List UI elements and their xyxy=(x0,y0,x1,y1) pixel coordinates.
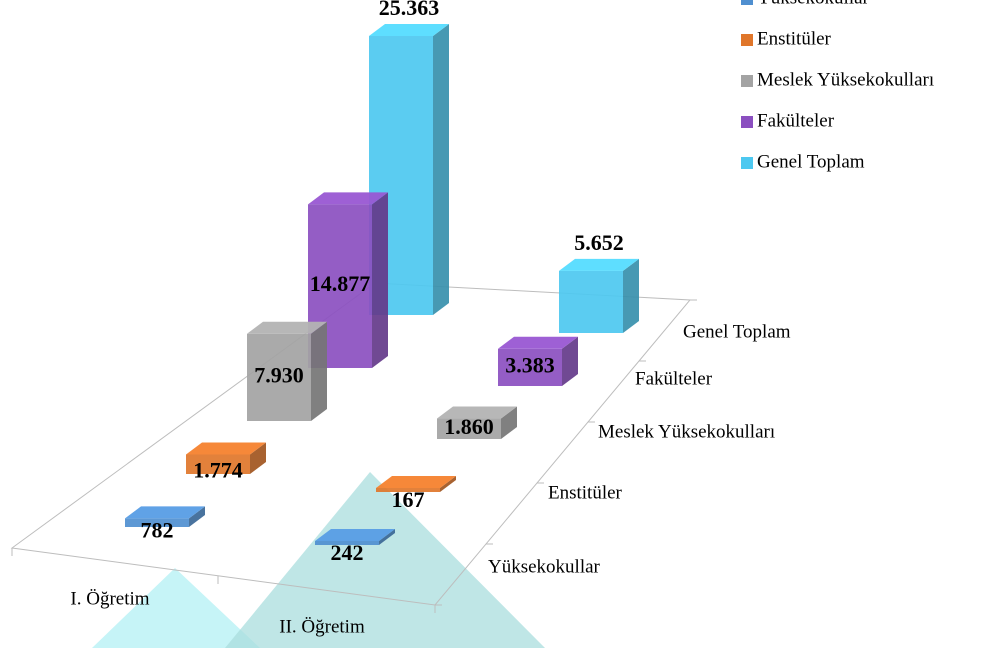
value-label: 167 xyxy=(392,487,425,512)
legend-swatch xyxy=(741,116,753,128)
bar-side xyxy=(379,529,395,545)
bar xyxy=(498,348,562,386)
bar-side xyxy=(440,476,456,492)
bar-top xyxy=(247,321,327,334)
legend-label: Fakülteler xyxy=(757,110,835,131)
legend-label: Genel Toplam xyxy=(757,151,865,172)
bar-top xyxy=(437,406,517,419)
bar xyxy=(315,541,379,545)
z-tick-label: Genel Toplam xyxy=(683,321,791,342)
bar-top xyxy=(308,192,388,205)
bar-side xyxy=(501,406,517,439)
value-label: 14.877 xyxy=(310,271,371,296)
x-tick-label: II. Öğretim xyxy=(279,616,365,637)
bar-side xyxy=(189,506,205,527)
value-label: 782 xyxy=(141,517,174,542)
z-tick-label: Yüksekokullar xyxy=(488,556,601,577)
bar-side xyxy=(562,336,578,386)
bar-top xyxy=(498,336,578,349)
bar xyxy=(186,454,250,474)
bar-top xyxy=(186,442,266,455)
legend-swatch xyxy=(741,34,753,46)
legend-label: Yüksekokullar xyxy=(757,0,870,8)
bar-side xyxy=(623,258,639,333)
legend-label: Meslek Yüksekokulları xyxy=(757,69,934,90)
decor-triangle xyxy=(225,472,545,648)
z-tick-label: Fakülteler xyxy=(635,368,713,389)
bar-side xyxy=(372,192,388,368)
value-label: 1.860 xyxy=(444,414,494,439)
value-label: 1.774 xyxy=(193,457,243,482)
value-label: 25.363 xyxy=(379,0,440,20)
bar-top xyxy=(125,506,205,519)
bar xyxy=(437,418,501,439)
bar xyxy=(125,518,189,527)
value-label: 242 xyxy=(331,540,364,565)
value-label: 7.930 xyxy=(254,362,304,387)
bar-top xyxy=(315,529,395,541)
legend-swatch xyxy=(741,157,753,169)
bar-side xyxy=(433,24,449,316)
legend-label: Enstitüler xyxy=(757,28,832,49)
bar-top xyxy=(376,476,456,488)
bar xyxy=(376,488,440,492)
value-label: 3.383 xyxy=(505,352,555,377)
bar-top xyxy=(369,24,449,37)
bar xyxy=(247,333,311,421)
legend-swatch xyxy=(741,75,753,87)
bar-top xyxy=(559,258,639,271)
value-label: 5.652 xyxy=(574,230,624,255)
z-tick-label: Enstitüler xyxy=(548,482,623,503)
bar-side xyxy=(250,442,266,474)
z-tick-label: Meslek Yüksekokulları xyxy=(598,421,775,442)
bar-side xyxy=(311,321,327,421)
plot: 25.363 5.652 14.877 3.383 7.930 1.860 1.774 167… xyxy=(125,0,639,565)
decor-triangle xyxy=(92,568,260,648)
legend-swatch xyxy=(741,0,753,5)
x-tick-label: I. Öğretim xyxy=(70,588,149,609)
bar xyxy=(559,270,623,333)
